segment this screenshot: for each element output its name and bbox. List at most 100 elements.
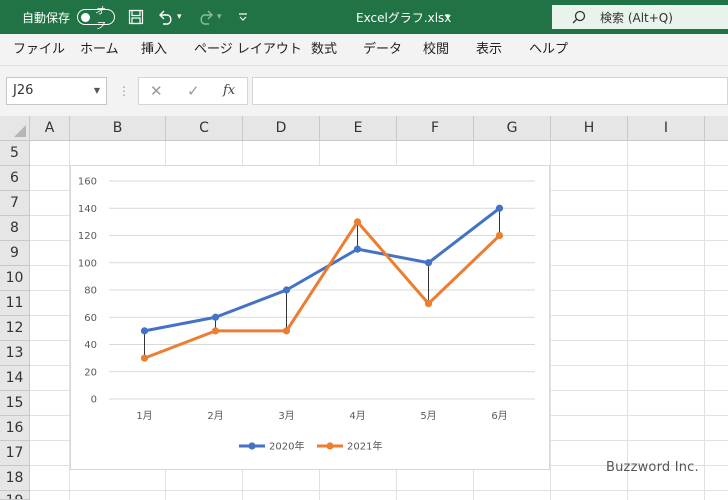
menu-data[interactable]: データ bbox=[363, 42, 403, 57]
column-header-partial[interactable] bbox=[705, 116, 728, 141]
menu-view[interactable]: 表示 bbox=[476, 42, 503, 57]
gridline bbox=[550, 141, 551, 500]
column-header-i[interactable]: I bbox=[628, 116, 705, 141]
column-header-d[interactable]: D bbox=[243, 116, 320, 141]
menu-insert[interactable]: 挿入 bbox=[141, 42, 168, 57]
x-tick-label: 1月 bbox=[136, 410, 152, 422]
x-tick-label: 4月 bbox=[349, 410, 365, 422]
column-header-e[interactable]: E bbox=[320, 116, 397, 141]
row-header-9[interactable]: 9 bbox=[0, 241, 30, 266]
redo-dropdown-icon[interactable]: ▾ bbox=[217, 12, 222, 22]
y-tick-label: 140 bbox=[78, 204, 97, 215]
data-point bbox=[140, 354, 149, 362]
name-box-dropdown-icon[interactable]: ▼ bbox=[93, 86, 100, 95]
autosave-state: オフ bbox=[94, 6, 105, 32]
x-tick-label: 5月 bbox=[420, 410, 436, 422]
column-header-h[interactable]: H bbox=[551, 116, 628, 141]
y-tick-label: 80 bbox=[84, 286, 97, 297]
data-point bbox=[424, 300, 433, 308]
column-header-a[interactable]: A bbox=[30, 116, 70, 141]
title-bar: 自動保存 オフ ▾ ▾ Excelグラフ.xlsx ▾ 検索 (Alt+Q) bbox=[0, 0, 728, 34]
name-box[interactable]: J26 ▼ bbox=[6, 77, 107, 105]
menu-formulas[interactable]: 数式 bbox=[311, 42, 338, 57]
name-box-value: J26 bbox=[13, 83, 34, 98]
legend-marker bbox=[326, 442, 334, 450]
row-header-19[interactable]: 19 bbox=[0, 491, 30, 500]
gridline bbox=[69, 141, 70, 500]
column-header-c[interactable]: C bbox=[166, 116, 243, 141]
menu-help[interactable]: ヘルプ bbox=[529, 42, 569, 57]
row-header-14[interactable]: 14 bbox=[0, 366, 30, 391]
formula-bar: J26 ▼ ⋮ ✕ ✓ fx bbox=[0, 66, 728, 116]
gridline bbox=[704, 141, 705, 500]
row-header-6[interactable]: 6 bbox=[0, 166, 30, 191]
row-header-10[interactable]: 10 bbox=[0, 266, 30, 291]
menu-review[interactable]: 校閲 bbox=[423, 42, 450, 57]
undo-icon[interactable] bbox=[157, 0, 175, 34]
menu-page-layout[interactable]: ページ レイアウト bbox=[194, 42, 302, 57]
row-header-7[interactable]: 7 bbox=[0, 191, 30, 216]
column-header-b[interactable]: B bbox=[70, 116, 166, 141]
data-point bbox=[282, 286, 291, 294]
undo-dropdown-icon[interactable]: ▾ bbox=[177, 12, 182, 22]
data-point bbox=[495, 204, 504, 212]
cancel-icon[interactable]: ✕ bbox=[150, 82, 163, 100]
series-line-2 bbox=[143, 220, 501, 360]
row-header-12[interactable]: 12 bbox=[0, 316, 30, 341]
legend-label: 2021年 bbox=[347, 440, 382, 453]
gridline bbox=[30, 490, 728, 491]
save-icon[interactable] bbox=[128, 0, 144, 34]
customize-toolbar-icon[interactable] bbox=[238, 0, 248, 34]
x-tick-label: 3月 bbox=[278, 410, 294, 422]
autosave-toggle[interactable]: オフ bbox=[77, 6, 115, 32]
data-point bbox=[211, 327, 220, 335]
y-tick-label: 120 bbox=[78, 231, 97, 242]
gridline bbox=[627, 141, 628, 500]
enter-icon[interactable]: ✓ bbox=[187, 82, 200, 100]
column-header-f[interactable]: F bbox=[397, 116, 474, 141]
x-tick-label: 6月 bbox=[491, 410, 507, 422]
select-all-button[interactable] bbox=[0, 116, 30, 141]
row-header-16[interactable]: 16 bbox=[0, 416, 30, 441]
watermark: Buzzword Inc. bbox=[606, 460, 699, 475]
row-header-17[interactable]: 17 bbox=[0, 441, 30, 466]
y-tick-label: 0 bbox=[91, 395, 97, 406]
row-header-13[interactable]: 13 bbox=[0, 341, 30, 366]
y-tick-label: 20 bbox=[84, 367, 97, 378]
data-point bbox=[140, 327, 149, 335]
insert-function-icon[interactable]: fx bbox=[223, 83, 236, 98]
row-header-11[interactable]: 11 bbox=[0, 291, 30, 316]
line-chart[interactable]: 0 20 40 60 80 100 120 140 160 1月 2月 3月 4月 5月 6月 2020年 20… bbox=[70, 165, 550, 470]
formula-input[interactable] bbox=[252, 77, 728, 105]
redo-icon[interactable] bbox=[197, 0, 215, 34]
search-label: 検索 (Alt+Q) bbox=[600, 10, 673, 25]
legend-marker bbox=[248, 442, 256, 450]
search-icon bbox=[572, 10, 586, 24]
title-dropdown-icon[interactable]: ▾ bbox=[445, 12, 450, 22]
autosave-label: 自動保存 bbox=[22, 10, 71, 25]
select-all-icon bbox=[14, 125, 26, 137]
formula-buttons: ✕ ✓ fx bbox=[138, 77, 248, 105]
row-header-5[interactable]: 5 bbox=[0, 141, 30, 166]
search-box[interactable]: 検索 (Alt+Q) bbox=[552, 5, 728, 29]
menu-file[interactable]: ファイル bbox=[13, 42, 66, 57]
legend-label: 2020年 bbox=[269, 440, 304, 453]
menu-bar: ファイル ホーム 挿入 ページ レイアウト 数式 データ 校閲 表示 ヘルプ bbox=[0, 34, 728, 66]
chart-canvas: 0 20 40 60 80 100 120 140 160 1月 2月 3月 4月 5月 6月 2020年 20… bbox=[78, 177, 535, 453]
data-point bbox=[211, 313, 220, 321]
series-line-1 bbox=[144, 207, 501, 333]
menu-home[interactable]: ホーム bbox=[80, 42, 119, 57]
formula-bar-grip-icon[interactable]: ⋮ bbox=[118, 84, 130, 98]
y-tick-label: 40 bbox=[84, 340, 97, 351]
toggle-knob bbox=[81, 12, 90, 22]
y-tick-label: 60 bbox=[84, 313, 97, 324]
data-point bbox=[495, 231, 504, 240]
y-tick-label: 100 bbox=[78, 258, 97, 269]
row-header-8[interactable]: 8 bbox=[0, 216, 30, 241]
data-point bbox=[353, 218, 362, 226]
row-header-15[interactable]: 15 bbox=[0, 391, 30, 416]
column-header-g[interactable]: G bbox=[474, 116, 551, 141]
y-tick-label: 160 bbox=[78, 177, 97, 188]
document-title: Excelグラフ.xlsx bbox=[356, 10, 452, 25]
row-header-18[interactable]: 18 bbox=[0, 466, 30, 491]
